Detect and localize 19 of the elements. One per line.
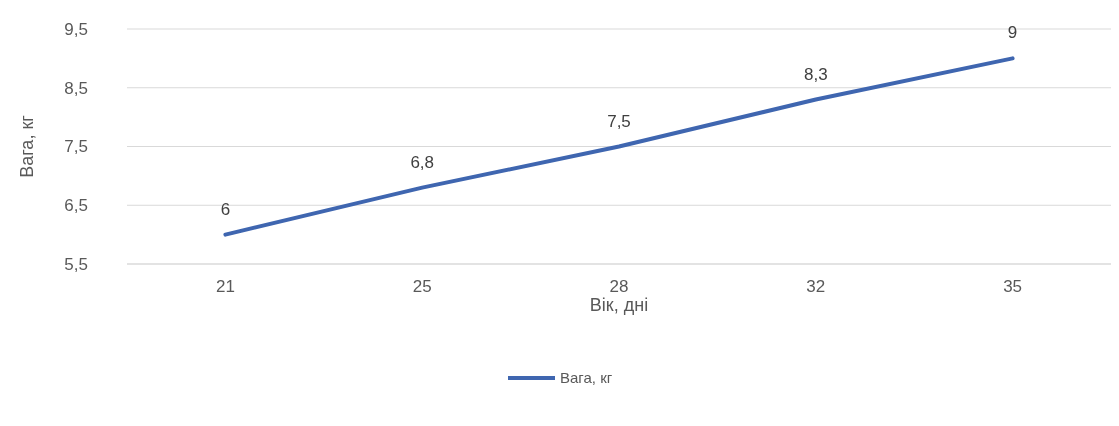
data-label: 6 (220, 199, 231, 219)
x-tick-label: 32 (806, 277, 826, 296)
data-label: 9 (1007, 23, 1018, 43)
y-axis-title: Вага, кг (17, 114, 37, 178)
line-series (223, 56, 1015, 237)
legend-label: Вага, кг (560, 369, 613, 387)
x-tick-label: 28 (609, 277, 629, 296)
x-tick-label: 35 (1003, 277, 1023, 296)
x-tick-label: 21 (215, 277, 235, 296)
data-label: 6,8 (410, 152, 435, 172)
y-tick-label: 5,5 (64, 254, 88, 274)
x-tick-label: 25 (412, 277, 432, 296)
data-label: 8,3 (803, 64, 828, 84)
y-tick-label: 9,5 (64, 19, 88, 39)
x-axis-title: Вік, дні (589, 295, 649, 315)
y-tick-label: 7,5 (64, 137, 88, 157)
y-tick-label: 8,5 (64, 78, 88, 98)
y-tick-label: 6,5 (64, 196, 88, 216)
data-label: 7,5 (607, 111, 631, 131)
